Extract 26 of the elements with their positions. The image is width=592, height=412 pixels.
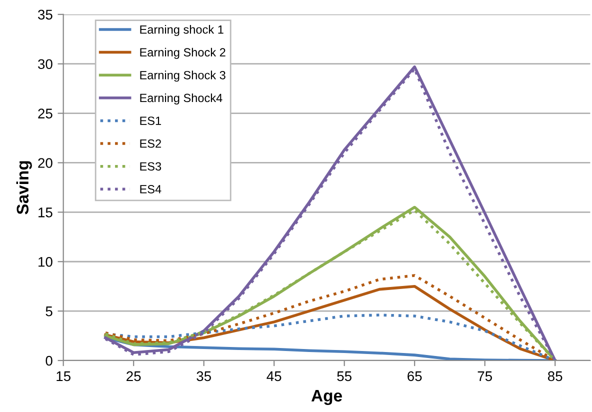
legend-label: ES1 xyxy=(140,116,162,125)
x-tick-label: 55 xyxy=(337,371,352,382)
y-tick-label: 15 xyxy=(38,208,52,218)
y-tick-label: 25 xyxy=(38,108,52,118)
y-tick-label: 20 xyxy=(38,158,52,168)
legend-label: Earning Shock4 xyxy=(140,93,222,104)
legend-label: Earning Shock 2 xyxy=(140,48,226,59)
x-tick-label: 35 xyxy=(196,371,211,382)
legend-label: ES4 xyxy=(140,185,162,194)
y-tick-label: 30 xyxy=(38,59,52,70)
x-tick-label: 65 xyxy=(408,371,422,382)
y-tick-label: 35 xyxy=(38,10,52,20)
legend-label: Earning Shock 3 xyxy=(140,70,226,82)
x-tick-label: 45 xyxy=(266,371,282,382)
x-axis-title: Age xyxy=(311,390,342,405)
x-tick-label: 85 xyxy=(548,371,562,382)
legend-label: ES2 xyxy=(140,139,161,148)
y-tick-label: 5 xyxy=(46,306,52,316)
legend-label: Earning shock 1 xyxy=(140,25,224,36)
y-tick-label: 10 xyxy=(38,256,52,267)
x-tick-label: 75 xyxy=(478,371,492,382)
x-tick-label: 15 xyxy=(56,371,70,382)
y-axis-title: Saving xyxy=(16,161,32,214)
y-tick-label: 0 xyxy=(46,356,52,366)
legend-label: ES3 xyxy=(140,162,162,171)
x-tick-label: 25 xyxy=(126,371,141,382)
